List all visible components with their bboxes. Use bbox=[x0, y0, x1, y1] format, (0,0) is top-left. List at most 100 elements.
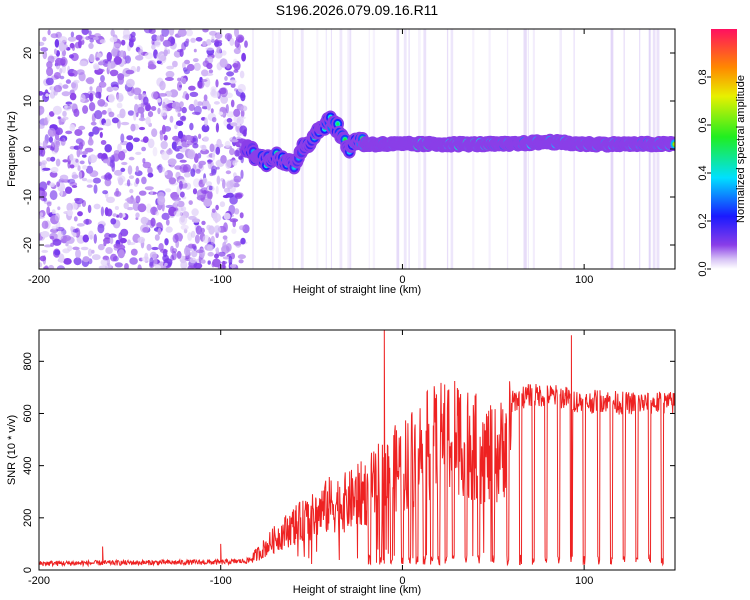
noise-speckle bbox=[49, 147, 55, 151]
noise-speckle bbox=[201, 106, 209, 110]
noise-speckle bbox=[230, 122, 238, 127]
noise-speckle bbox=[176, 250, 182, 259]
noise-speckle bbox=[236, 122, 241, 127]
x-tick-label: -200 bbox=[28, 575, 50, 587]
noise-speckle bbox=[192, 137, 197, 142]
noise-speckle bbox=[130, 248, 138, 256]
noise-speckle bbox=[128, 156, 135, 161]
noise-speckle bbox=[240, 169, 244, 179]
noise-speckle bbox=[45, 77, 54, 86]
noise-speckle bbox=[89, 53, 95, 63]
noise-speckle bbox=[161, 29, 170, 37]
noise-speckle bbox=[151, 246, 159, 251]
colorbar-gradient bbox=[711, 29, 737, 269]
y-tick-label: 400 bbox=[22, 456, 34, 474]
noise-speckle bbox=[82, 150, 88, 155]
noise-speckle bbox=[231, 228, 237, 234]
noise-speckle bbox=[69, 92, 77, 101]
noise-speckle bbox=[92, 36, 99, 41]
noise-speckle bbox=[132, 137, 140, 143]
noise-speckle bbox=[190, 230, 196, 238]
noise-speckle bbox=[233, 108, 241, 117]
noise-speckle bbox=[49, 235, 55, 240]
noise-speckle bbox=[69, 103, 78, 110]
noise-speckle bbox=[141, 176, 147, 185]
noise-speckle bbox=[106, 86, 114, 93]
noise-speckle bbox=[51, 225, 59, 230]
noise-speckle bbox=[203, 198, 213, 207]
noise-speckle bbox=[165, 226, 173, 233]
noise-speckle bbox=[195, 37, 203, 42]
noise-speckle bbox=[88, 42, 94, 50]
noise-speckle bbox=[39, 255, 47, 262]
noise-speckle bbox=[98, 81, 107, 88]
noise-speckle bbox=[90, 121, 97, 126]
noise-speckle bbox=[108, 233, 117, 238]
noise-speckle bbox=[239, 225, 245, 231]
noise-speckle bbox=[172, 233, 179, 243]
noise-speckle bbox=[73, 79, 80, 84]
noise-speckle bbox=[215, 204, 219, 211]
noise-speckle bbox=[46, 206, 51, 216]
noise-speckle bbox=[202, 235, 210, 244]
noise-speckle bbox=[75, 34, 83, 41]
noise-speckle bbox=[208, 185, 213, 191]
noise-speckle bbox=[154, 265, 161, 269]
noise-speckle bbox=[120, 121, 130, 126]
noise-speckle bbox=[224, 76, 228, 81]
noise-speckle bbox=[158, 93, 168, 97]
noise-speckle bbox=[112, 43, 121, 48]
noise-speckle bbox=[106, 196, 115, 203]
noise-speckle bbox=[150, 106, 157, 111]
noise-speckle bbox=[78, 142, 84, 150]
noise-speckle bbox=[229, 148, 235, 156]
noise-speckle bbox=[120, 167, 126, 172]
noise-speckle bbox=[119, 237, 127, 244]
noise-speckle bbox=[87, 138, 94, 146]
noise-speckle bbox=[179, 48, 184, 57]
noise-speckle bbox=[202, 29, 209, 33]
noise-speckle bbox=[233, 175, 242, 183]
noise-speckle bbox=[120, 228, 129, 237]
noise-speckle bbox=[118, 50, 126, 58]
noise-speckle bbox=[195, 225, 203, 235]
noise-speckle bbox=[54, 212, 60, 222]
noise-speckle bbox=[195, 168, 201, 174]
noise-speckle bbox=[177, 130, 184, 139]
noise-speckle bbox=[69, 153, 74, 161]
noise-speckle bbox=[80, 94, 86, 103]
noise-speckle bbox=[240, 237, 246, 245]
noise-speckle bbox=[67, 36, 77, 42]
noise-speckle bbox=[188, 103, 195, 112]
noise-speckle bbox=[163, 134, 168, 141]
noise-speckle bbox=[150, 190, 154, 196]
noise-speckle bbox=[155, 211, 159, 216]
noise-speckle bbox=[76, 148, 81, 158]
noise-speckle bbox=[57, 116, 61, 120]
noise-speckle bbox=[204, 72, 214, 76]
noise-speckle bbox=[234, 29, 239, 38]
noise-speckle bbox=[236, 132, 243, 136]
noise-speckle bbox=[225, 159, 232, 169]
noise-speckle bbox=[220, 87, 228, 98]
noise-speckle bbox=[135, 151, 142, 155]
noise-speckle bbox=[82, 234, 90, 243]
noise-speckle bbox=[191, 218, 201, 223]
noise-speckle bbox=[95, 91, 101, 99]
noise-speckle bbox=[101, 110, 107, 115]
noise-speckle bbox=[156, 52, 165, 62]
noise-speckle bbox=[161, 124, 166, 135]
noise-speckle bbox=[137, 106, 145, 114]
noise-speckle bbox=[49, 190, 58, 201]
noise-speckle bbox=[240, 105, 248, 112]
y-tick-label: -10 bbox=[22, 189, 34, 205]
noise-speckle bbox=[76, 69, 85, 75]
noise-speckle bbox=[209, 143, 215, 153]
noise-speckle bbox=[107, 173, 113, 180]
noise-speckle bbox=[164, 262, 168, 267]
noise-speckle bbox=[120, 133, 125, 143]
noise-speckle bbox=[157, 107, 161, 115]
noise-speckle bbox=[198, 163, 203, 169]
noise-speckle bbox=[206, 39, 212, 46]
